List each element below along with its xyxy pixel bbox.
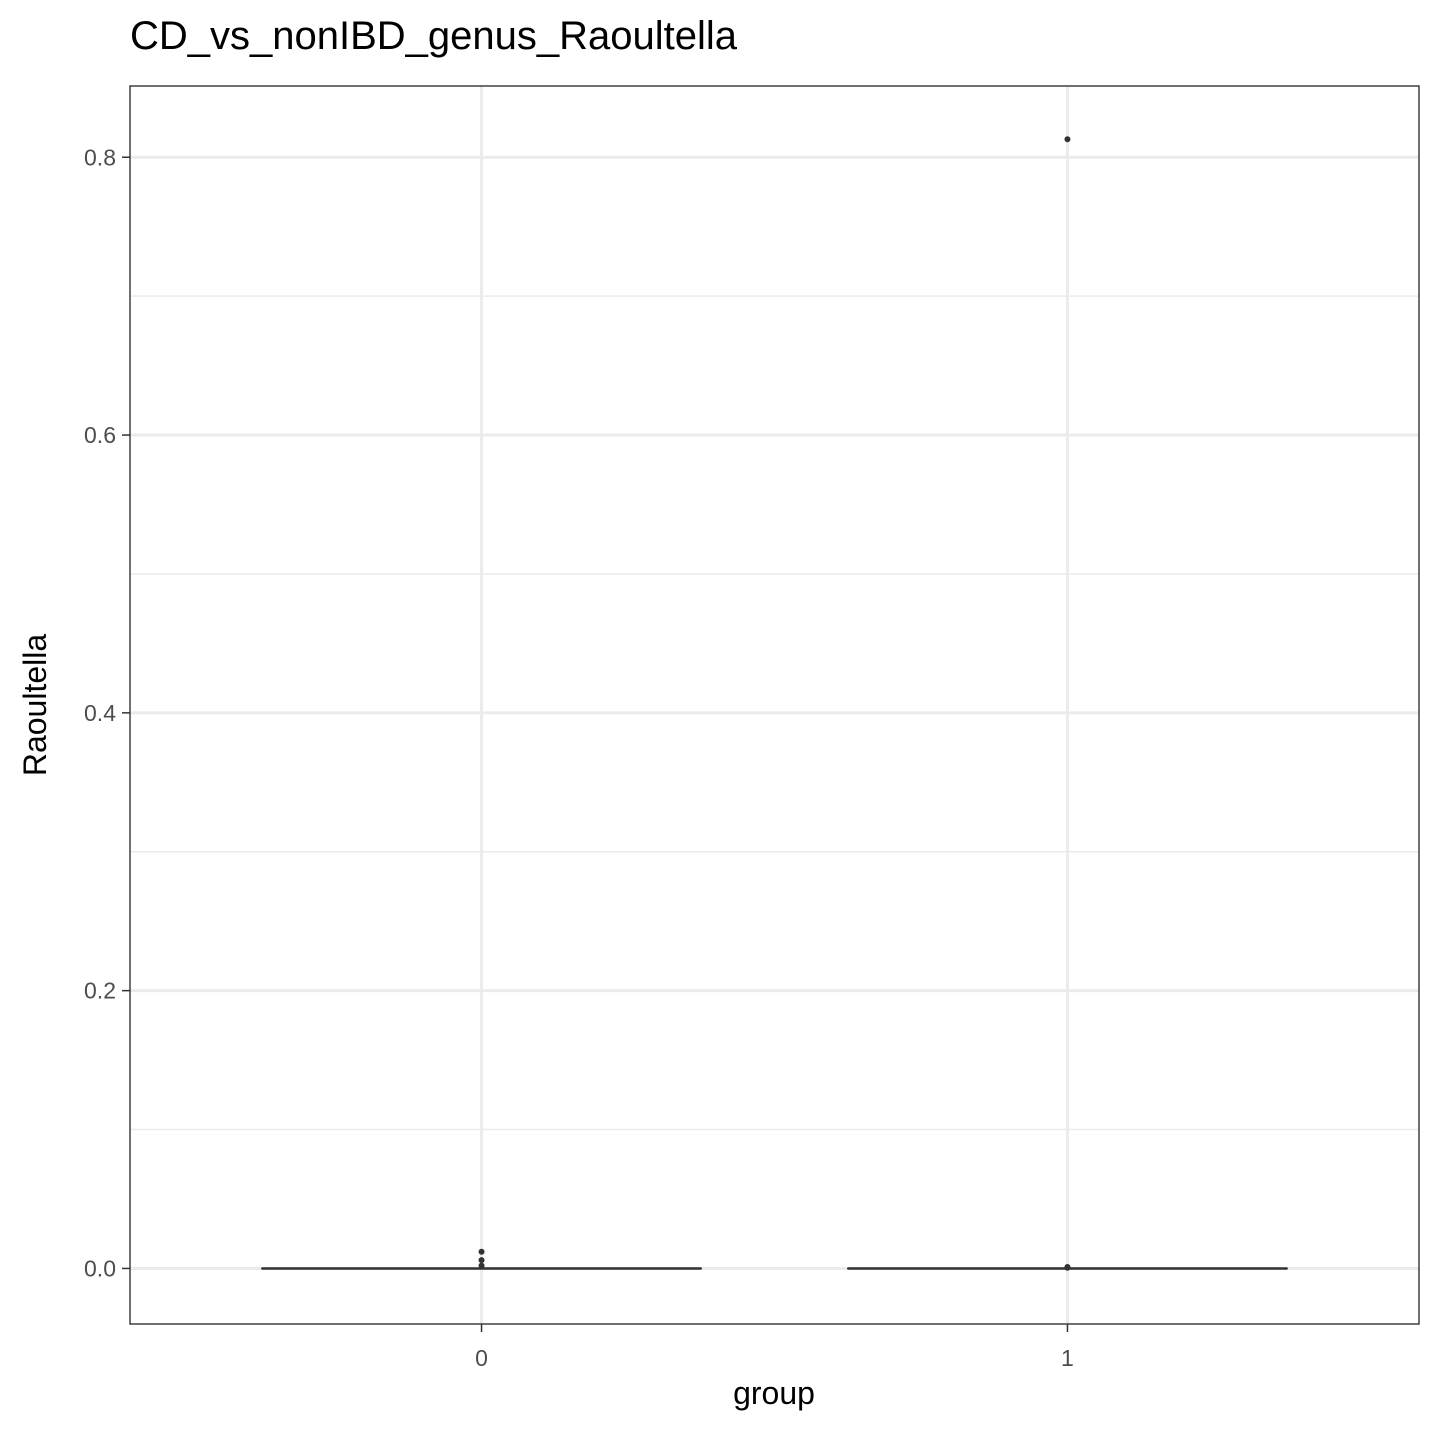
y-axis: 0.0 0.2 0.4 0.6 0.8 xyxy=(84,144,130,1281)
outlier-point xyxy=(478,1257,485,1264)
y-tick-label: 0.2 xyxy=(84,978,116,1004)
x-tick-label: 0 xyxy=(475,1345,488,1371)
box-group-1 xyxy=(846,136,1288,1271)
outlier-point xyxy=(478,1248,485,1255)
y-tick-label: 0.4 xyxy=(84,700,116,726)
y-axis-title: Raoultella xyxy=(17,634,53,777)
outlier-point xyxy=(478,1262,485,1269)
box-group-0 xyxy=(261,1248,703,1270)
outlier-point xyxy=(1064,1264,1071,1271)
minor-gridlines xyxy=(130,295,1419,1131)
y-tick-label: 0.8 xyxy=(84,144,116,170)
major-gridlines xyxy=(130,86,1419,1324)
plot-panel-border xyxy=(129,85,1420,1325)
x-axis-title: group xyxy=(733,1375,815,1411)
chart-title: CD_vs_nonIBD_genus_Raoultella xyxy=(130,14,738,58)
boxes-layer xyxy=(261,136,1288,1271)
x-tick-label: 1 xyxy=(1061,1345,1074,1371)
outlier-point xyxy=(1064,136,1071,143)
plot-panel-background xyxy=(130,86,1419,1324)
y-tick-label: 0.0 xyxy=(84,1255,116,1281)
y-tick-label: 0.6 xyxy=(84,422,116,448)
